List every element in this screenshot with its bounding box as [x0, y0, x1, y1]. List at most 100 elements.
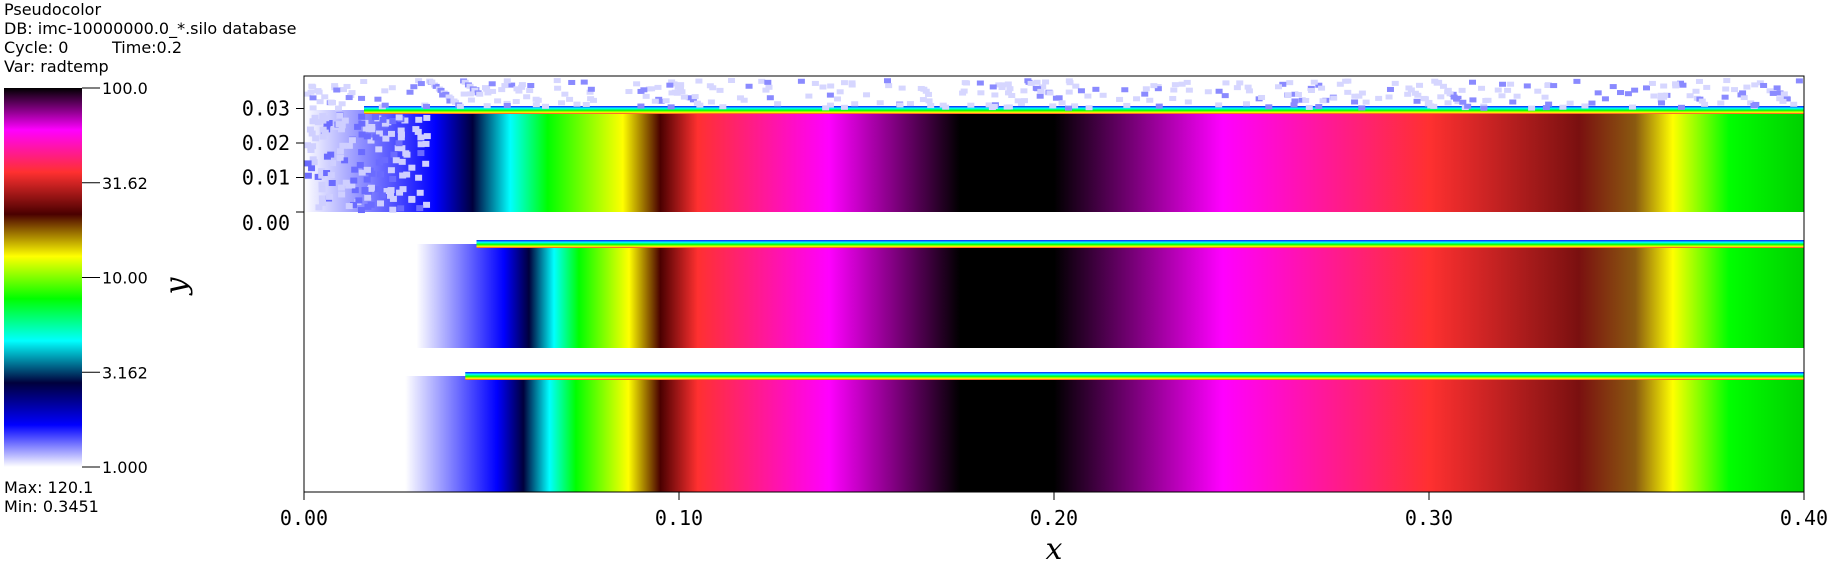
- noise-cell: [1279, 81, 1287, 87]
- noise-cell: [399, 172, 407, 179]
- noise-cell: [422, 103, 430, 109]
- x-tick-label: 0.40: [1780, 506, 1828, 530]
- noise-cell: [1055, 95, 1063, 101]
- noise-cell: [1258, 94, 1266, 100]
- noise-cell: [766, 95, 774, 101]
- noise-cell: [308, 165, 316, 172]
- noise-cell: [1631, 87, 1639, 93]
- noise-cell: [356, 161, 364, 168]
- noise-cell: [1698, 98, 1706, 104]
- noise-cell: [707, 99, 715, 105]
- noise-cell: [1141, 91, 1149, 97]
- noise-cell: [518, 82, 526, 88]
- noise-cell: [1743, 84, 1751, 90]
- noise-cell: [1407, 87, 1415, 93]
- noise-cell: [494, 98, 502, 104]
- noise-cell: [566, 96, 574, 102]
- noise-cell: [977, 90, 985, 96]
- noise-cell: [1042, 79, 1050, 85]
- noise-cell: [412, 126, 420, 133]
- noise-cell: [364, 191, 372, 198]
- noise-cell: [1058, 100, 1066, 106]
- noise-cell: [1469, 79, 1477, 85]
- noise-cell: [1453, 96, 1461, 102]
- x-axis-label: x: [1046, 532, 1063, 565]
- noise-cell: [716, 87, 724, 93]
- noise-cell: [586, 89, 594, 95]
- noise-cell: [1695, 78, 1703, 84]
- noise-cell: [640, 87, 648, 93]
- noise-cell: [532, 96, 540, 102]
- noise-cell: [1414, 92, 1422, 98]
- noise-cell: [377, 171, 385, 178]
- noise-cell: [1204, 89, 1212, 95]
- noise-cell: [363, 133, 371, 140]
- noise-cell: [341, 117, 349, 124]
- noise-cell: [1265, 104, 1273, 110]
- noise-cell: [416, 189, 424, 196]
- noise-cell: [1661, 93, 1669, 99]
- noise-cell: [1545, 101, 1553, 107]
- noise-cell: [323, 153, 331, 160]
- noise-cell: [1034, 86, 1042, 92]
- noise-cell: [1446, 91, 1454, 97]
- noise-cell: [1178, 81, 1186, 87]
- y-tick-label: 0.01: [242, 166, 290, 190]
- noise-cell: [1444, 100, 1452, 106]
- noise-cell: [336, 148, 344, 155]
- noise-cell: [1065, 105, 1073, 111]
- legend-max-label: Max: 120.1: [4, 478, 93, 497]
- noise-cell: [342, 179, 350, 186]
- noise-cell: [367, 185, 375, 192]
- noise-cell: [1171, 82, 1179, 88]
- noise-cell: [1795, 78, 1803, 84]
- noise-cell: [990, 103, 998, 109]
- noise-cell: [312, 135, 320, 142]
- noise-cell: [1723, 78, 1731, 84]
- noise-cell: [1464, 103, 1472, 109]
- noise-cell: [1344, 89, 1352, 95]
- noise-cell: [1542, 105, 1550, 111]
- noise-cell: [1315, 104, 1323, 110]
- noise-cell: [374, 186, 382, 193]
- noise-cell: [368, 126, 376, 133]
- noise-cell: [417, 150, 425, 157]
- noise-cell: [1494, 87, 1502, 93]
- noise-cell: [657, 98, 665, 104]
- noise-cell: [1550, 83, 1558, 89]
- noise-cell: [422, 140, 430, 147]
- heatmap-panels: [304, 78, 1804, 492]
- noise-cell: [1315, 82, 1323, 88]
- noise-cell: [372, 134, 380, 141]
- noise-cell: [1421, 96, 1429, 102]
- noise-cell: [1573, 78, 1581, 84]
- noise-cell: [358, 169, 366, 176]
- noise-cell: [379, 116, 387, 123]
- noise-cell: [1183, 79, 1191, 85]
- noise-cell: [355, 197, 363, 204]
- noise-cell: [811, 80, 819, 86]
- noise-cell: [325, 120, 333, 126]
- noise-cell: [364, 194, 372, 201]
- noise-cell: [819, 84, 827, 90]
- noise-cell: [651, 98, 659, 104]
- noise-cell: [1701, 101, 1709, 107]
- noise-cell: [1482, 97, 1490, 103]
- noise-cell: [328, 180, 336, 187]
- noise-cell: [1559, 104, 1567, 110]
- noise-cell: [1084, 93, 1092, 99]
- noise-cell: [1307, 88, 1315, 94]
- noise-cell: [489, 88, 497, 94]
- noise-cell: [1756, 80, 1764, 86]
- noise-cell: [671, 89, 679, 95]
- noise-cell: [1302, 97, 1310, 103]
- noise-cell: [406, 89, 414, 95]
- noise-cell: [321, 94, 329, 100]
- noise-cell: [745, 83, 753, 89]
- noise-cell: [446, 98, 454, 104]
- noise-cell: [1291, 91, 1299, 97]
- noise-cell: [1294, 91, 1302, 97]
- noise-cell: [1049, 103, 1057, 109]
- noise-cell: [1284, 92, 1292, 98]
